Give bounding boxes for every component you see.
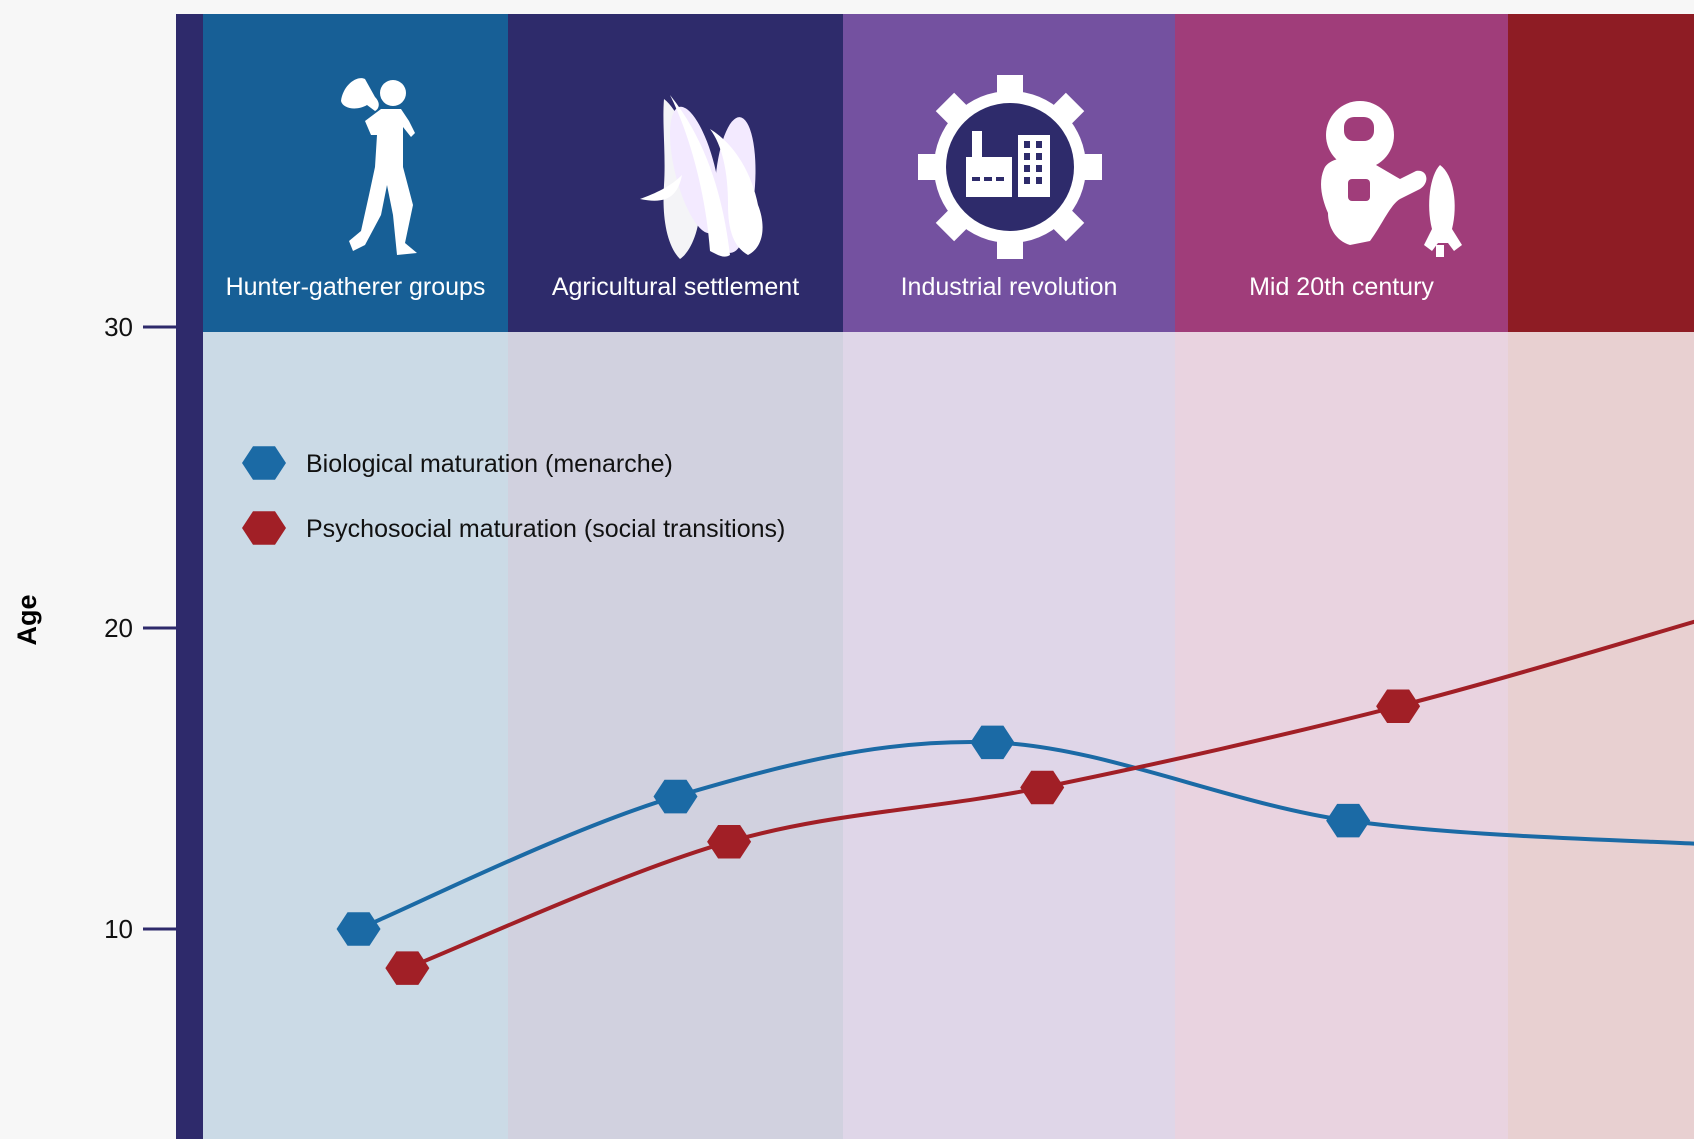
legend-marker bbox=[242, 446, 286, 480]
y-tick-label: 10 bbox=[104, 914, 133, 944]
legend-label: Biological maturation (menarche) bbox=[306, 450, 673, 478]
y-axis-label: Age bbox=[12, 594, 42, 645]
data-point bbox=[653, 779, 698, 814]
data-point bbox=[336, 912, 381, 946]
y-axis-bar bbox=[176, 14, 203, 1139]
era-label: Mid 20th century bbox=[1249, 273, 1434, 301]
era-header bbox=[203, 14, 508, 332]
y-tick-label: 20 bbox=[104, 613, 133, 643]
data-point bbox=[707, 824, 752, 859]
y-axis: 10 20 30 bbox=[104, 14, 203, 1139]
era-icons bbox=[341, 75, 1462, 259]
series-markers bbox=[336, 689, 1421, 985]
legend: Biological maturation (menarche) Psychoso… bbox=[242, 446, 785, 545]
data-point bbox=[385, 951, 430, 985]
era-header bbox=[1508, 14, 1694, 332]
era-band bbox=[1175, 332, 1508, 1139]
corn-icon bbox=[640, 95, 763, 259]
era-headers: Hunter-gatherer groups Agricultural settl… bbox=[203, 14, 1694, 332]
era-label: Industrial revolution bbox=[901, 273, 1118, 301]
era-band bbox=[1508, 332, 1694, 1139]
era-label: Agricultural settlement bbox=[552, 273, 799, 301]
hunter-gatherer-icon bbox=[341, 78, 417, 255]
era-label: Hunter-gatherer groups bbox=[226, 273, 486, 301]
factory-gear-icon bbox=[918, 75, 1102, 259]
data-point bbox=[1020, 770, 1065, 805]
y-tick-label: 30 bbox=[104, 312, 133, 342]
data-point bbox=[970, 725, 1015, 760]
legend-marker bbox=[242, 511, 286, 545]
era-bands bbox=[203, 332, 1694, 1139]
data-point bbox=[1376, 689, 1421, 724]
astronaut-rocket-icon bbox=[1321, 101, 1462, 257]
data-point bbox=[1326, 803, 1371, 838]
era-band bbox=[508, 332, 843, 1139]
legend-label: Psychosocial maturation (social transiti… bbox=[306, 515, 785, 543]
